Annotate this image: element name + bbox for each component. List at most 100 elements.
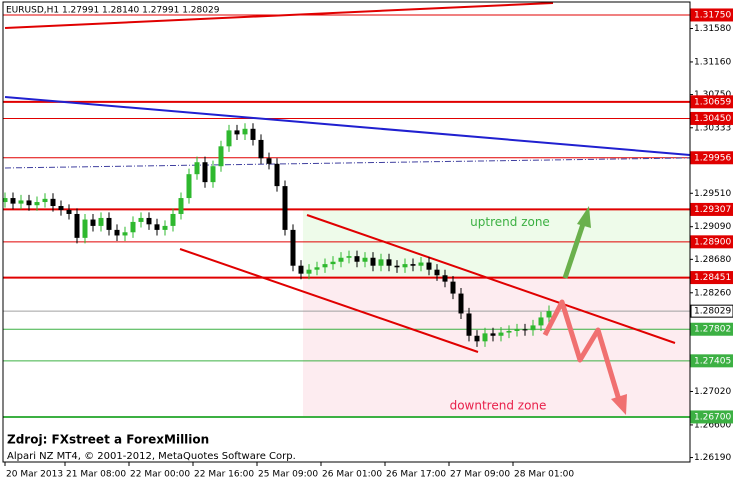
level-label: 1.28451 [694,273,731,283]
x-tick-label: 27 Mar 09:00 [450,470,510,480]
candle-body [346,256,352,258]
candle-body [434,269,440,276]
x-tick-label: 20 Mar 2013 [6,470,63,480]
level-label-box [690,235,733,249]
candle-body [18,200,24,204]
x-tick-label: 26 Mar 01:00 [322,470,382,480]
candle-body [218,146,224,167]
candle-body [506,330,512,333]
candle-body [138,217,144,222]
level-label-box [690,8,733,22]
arrows [542,206,627,415]
candle-body [378,259,384,266]
candle-body [154,224,160,230]
level-label: 1.27405 [694,356,731,366]
up-arrow-head [577,206,591,228]
y-tick-label: 1.26190 [694,453,731,463]
y-tick-label: 1.28260 [694,288,731,298]
candle-body [210,166,216,183]
candle-body [426,262,432,270]
candle-body [42,198,48,203]
level-label: 1.30659 [694,97,731,107]
candle-body [130,221,136,233]
level-label: 1.30450 [694,114,731,124]
candle-body [514,329,520,331]
zone-label: downtrend zone [450,398,547,412]
candle-body [202,162,208,183]
candle-body [354,256,360,262]
candle-body [26,200,32,206]
candle-body [498,332,504,336]
candle-body [258,139,264,159]
y-tick-label: 1.31160 [694,57,731,67]
y-tick-label: 1.30333 [694,123,731,133]
candle-body [474,335,480,342]
candle-body [266,158,272,164]
candle-body [442,275,448,282]
candle-body [282,186,288,230]
level-label-box [690,322,733,336]
candle-body [162,225,168,230]
candle-body [74,213,80,238]
x-tick-label: 26 Mar 17:00 [386,470,446,480]
level-label: 1.29956 [694,153,731,163]
trend-line [306,214,676,344]
candle-body [10,198,16,204]
candle-body [522,329,528,331]
candle-body [274,163,280,187]
zone [303,209,690,278]
candle-body [530,325,536,331]
level-label: 1.28900 [694,237,731,247]
candle-body [306,269,312,274]
candle-body [298,265,304,274]
level-label-box [690,202,733,216]
zone-label: uptrend zone [470,215,550,229]
candle-body [90,219,96,226]
y-tick-label: 1.28680 [694,255,731,265]
candle-body [98,217,104,226]
plot-frame [2,1,691,463]
level-label-box [690,271,733,285]
up-arrow [562,223,586,279]
level-label-box [690,410,733,424]
candle-body [490,333,496,336]
candle-body [194,162,200,175]
candle-body [402,264,408,268]
candle-body [362,257,368,262]
y-tick-label: 1.26600 [694,420,731,430]
level-label: 1.26700 [694,412,731,422]
candle-body [2,198,8,203]
level-label-box [690,111,733,125]
y-tick-label: 1.27020 [694,387,731,397]
candle-body [482,333,488,342]
trend-line [4,95,691,156]
copyright: Alpari NZ MT4, © 2001-2012, MetaQuotes S… [7,451,296,462]
candle-body [370,257,376,266]
candle-body [106,217,112,230]
y-tick-label: 1.29510 [694,189,731,199]
candle-body [466,313,472,336]
candle-body [170,213,176,226]
x-tick-label: 25 Mar 09:00 [258,470,318,480]
level-label: 1.31750 [694,10,731,20]
zone [303,277,690,417]
down-arrow-head [611,394,627,415]
candle-body [538,317,544,326]
candle-body [58,206,64,210]
chart-title: EURUSD,H1 1.27991 1.28140 1.27991 1.2802… [6,6,220,16]
level-label-box [690,304,733,318]
candle-body [338,257,344,262]
candle-body [186,174,192,199]
candle-body [322,264,328,268]
candle-body [178,198,184,214]
candle-body [50,198,56,207]
candle-body [394,265,400,268]
candle-body [410,264,416,266]
trend-line [179,248,479,353]
level-label-box [690,354,733,368]
level-label-box [690,95,733,109]
candle-body [250,128,256,140]
x-tick-label: 21 Mar 08:00 [66,470,126,480]
candle-body [450,281,456,294]
